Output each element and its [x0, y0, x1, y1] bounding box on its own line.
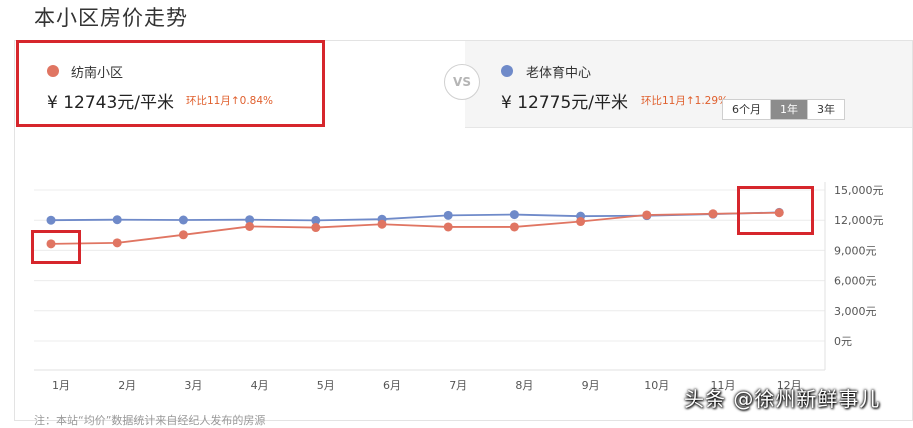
highlight-box-last-point [737, 186, 814, 235]
time-range-tabs: 6个月 1年 3年 [722, 99, 845, 120]
left-community-change: 环比11月↑0.84% [186, 95, 274, 107]
right-community-change: 环比11月↑1.29% [641, 95, 729, 107]
footnote: 注：本站“均价”数据统计来自经纪人发布的房源 [34, 414, 266, 427]
tab-6-months[interactable]: 6个月 [723, 100, 771, 119]
right-community-price: ¥ 12775元/平米 [501, 93, 629, 113]
tab-1-year[interactable]: 1年 [771, 100, 808, 119]
highlight-box-first-point [31, 230, 81, 264]
right-community-name: 老体育中心 [526, 66, 592, 81]
page-title: 本小区房价走势 [34, 6, 188, 30]
compare-left-panel: 纺南小区 ¥ 12743元/平米 环比11月↑0.84% [15, 41, 465, 127]
vs-badge: VS [444, 64, 480, 100]
left-community-price: ¥ 12743元/平米 [47, 93, 175, 113]
watermark: 头条 @徐州新鲜事儿 [684, 387, 881, 411]
left-community-dot-icon [47, 65, 59, 77]
right-community-dot-icon [501, 65, 513, 77]
tab-3-years[interactable]: 3年 [808, 100, 844, 119]
left-community-name: 纺南小区 [71, 66, 124, 81]
highlight-box-left-card [16, 40, 325, 127]
